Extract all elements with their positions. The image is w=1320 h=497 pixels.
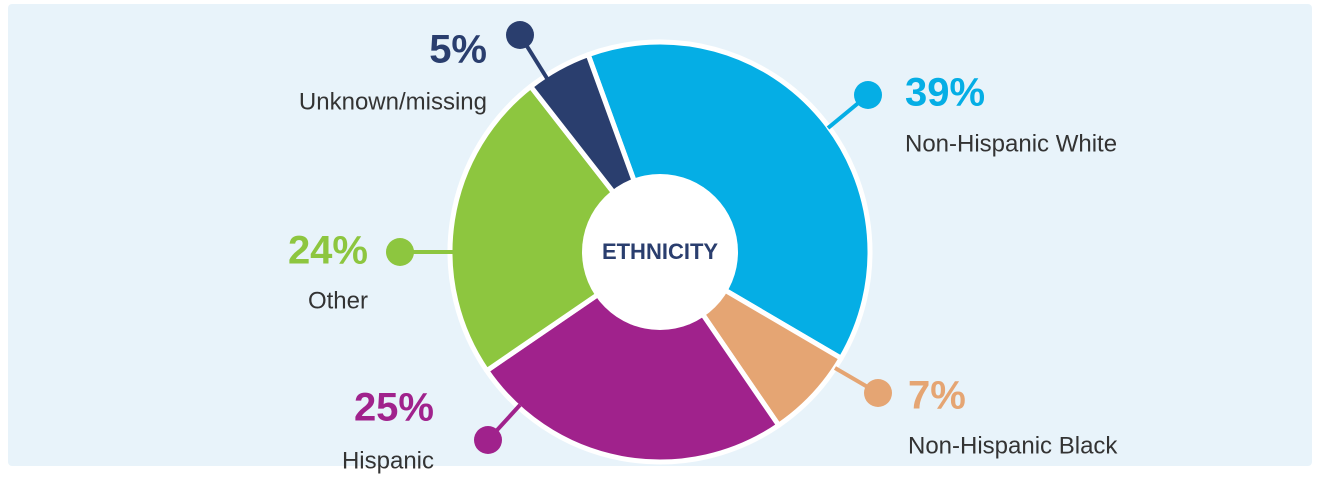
callout-dot: [386, 238, 414, 266]
value-label: 25%: [354, 386, 434, 430]
callout-dot: [474, 426, 502, 454]
center-label: ETHNICITY: [602, 239, 718, 264]
value-label: 39%: [905, 71, 985, 115]
callout-dot: [854, 81, 882, 109]
category-label: Other: [308, 287, 368, 314]
category-label: Unknown/missing: [299, 88, 487, 115]
center-hole: [582, 174, 738, 330]
category-label: Non-Hispanic White: [905, 130, 1117, 157]
category-label: Non-Hispanic Black: [908, 432, 1118, 459]
value-label: 5%: [429, 28, 487, 72]
value-label: 24%: [288, 229, 368, 273]
callout-dot: [864, 379, 892, 407]
callout-dot: [506, 21, 534, 49]
value-label: 7%: [908, 374, 966, 418]
category-label: Hispanic: [342, 447, 434, 474]
